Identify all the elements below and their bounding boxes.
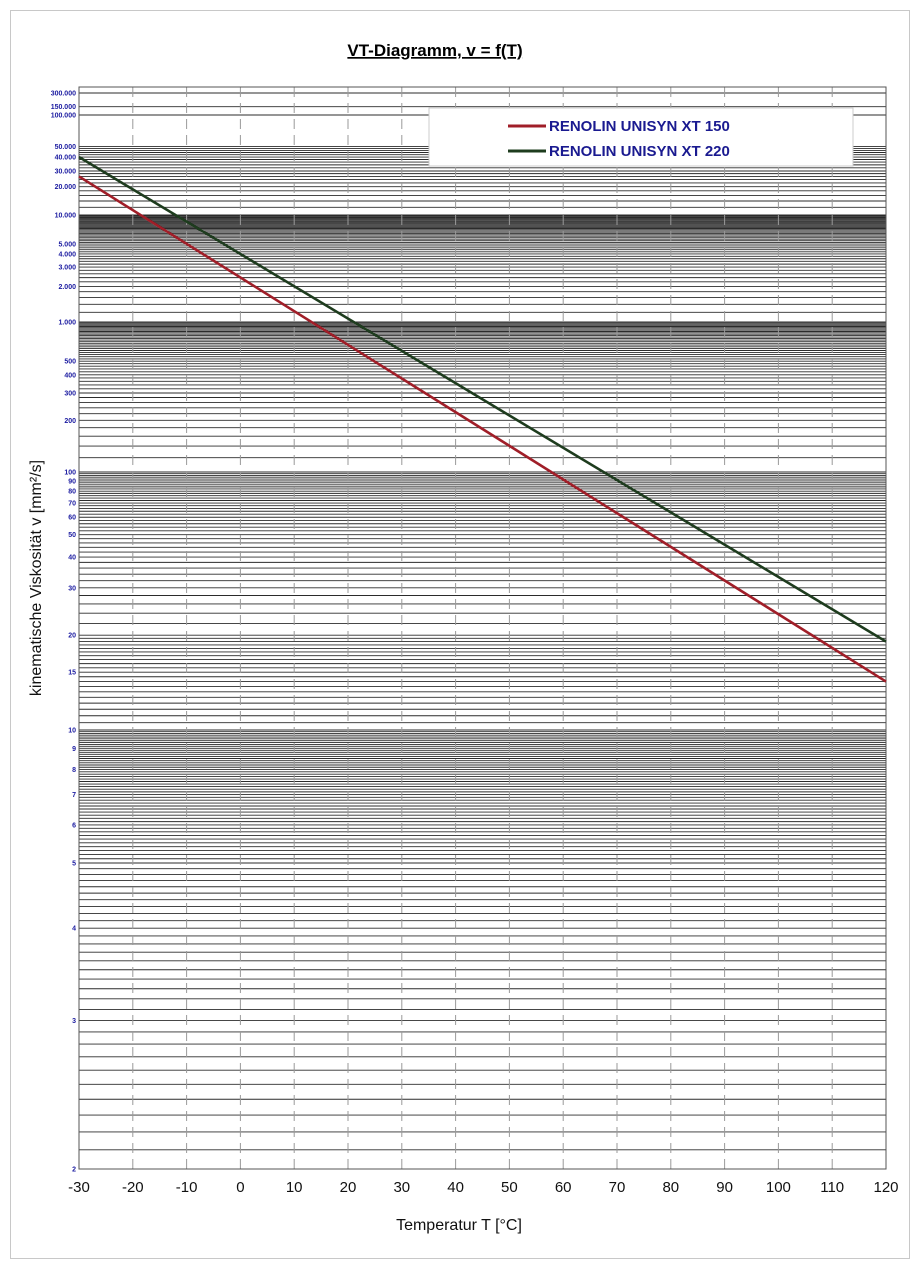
x-tick-label: 70 <box>609 1179 626 1196</box>
y-tick-label: 400 <box>64 372 76 379</box>
y-tick-label: 100 <box>64 470 76 477</box>
y-tick-label: 150.000 <box>51 104 76 111</box>
y-tick-label: 3.000 <box>58 265 76 272</box>
plot-area-border <box>78 86 887 1170</box>
y-tick-label: 15 <box>68 670 76 677</box>
y-tick-label: 50.000 <box>55 144 77 151</box>
y-tick-label: 300 <box>64 391 76 398</box>
legend-label-xt150: RENOLIN UNISYN XT 150 <box>549 118 730 135</box>
y-tick-label: 8 <box>72 767 76 774</box>
x-tick-label: 10 <box>286 1179 303 1196</box>
x-tick-label: 20 <box>340 1179 357 1196</box>
y-axis-label: kinematische Viskosität v [mm²/s] <box>28 460 45 696</box>
y-tick-label: 200 <box>64 418 76 425</box>
x-tick-label: -10 <box>176 1179 198 1196</box>
y-tick-label: 20 <box>68 633 76 640</box>
y-tick-labels: 300.000 150.000 100.000 50.000 40.000 30.000 2… <box>51 91 76 1174</box>
legend: RENOLIN UNISYN XT 150 RENOLIN UNISYN XT … <box>428 107 854 167</box>
vt-diagram-chart: VT-Diagramm, v = f(T) 300.000 150.000 100.… <box>11 11 909 1258</box>
x-tick-label: 60 <box>555 1179 572 1196</box>
y-tick-label: 40.000 <box>55 155 77 162</box>
y-tick-label: 10 <box>68 728 76 735</box>
legend-box <box>428 107 854 167</box>
series-line-xt220 <box>78 155 887 643</box>
y-tick-label: 60 <box>68 515 76 522</box>
y-tick-label: 70 <box>68 501 76 508</box>
y-tick-label: 10.000 <box>55 213 77 220</box>
x-axis-label: Temperatur T [°C] <box>396 1217 522 1234</box>
x-tick-label: 110 <box>820 1179 844 1196</box>
y-tick-label: 100.000 <box>51 113 76 120</box>
y-tick-label: 7 <box>72 792 76 799</box>
data-series <box>78 155 887 683</box>
y-tick-label: 40 <box>68 555 76 562</box>
x-tick-label: 30 <box>393 1179 410 1196</box>
x-tick-label: 80 <box>662 1179 679 1196</box>
y-tick-label: 2 <box>72 1167 76 1174</box>
y-tick-label: 50 <box>68 532 76 539</box>
y-tick-label: 30.000 <box>55 169 77 176</box>
x-tick-label: -30 <box>68 1179 90 1196</box>
y-tick-label: 6 <box>72 822 76 829</box>
chart-title: VT-Diagramm, v = f(T) <box>347 41 522 60</box>
x-tick-label: 100 <box>766 1179 791 1196</box>
y-tick-label: 2.000 <box>58 284 76 291</box>
y-tick-label: 300.000 <box>51 91 76 98</box>
y-tick-label: 20.000 <box>55 184 77 191</box>
y-tick-label: 500 <box>64 359 76 366</box>
y-tick-label: 4 <box>72 926 76 933</box>
y-tick-label: 5.000 <box>58 242 76 249</box>
legend-label-xt220: RENOLIN UNISYN XT 220 <box>549 143 730 160</box>
y-tick-label: 4.000 <box>58 251 76 258</box>
y-tick-label: 80 <box>68 489 76 496</box>
x-tick-label: 0 <box>236 1179 244 1196</box>
x-tick-label: 120 <box>873 1179 898 1196</box>
y-tick-label: 5 <box>72 861 76 868</box>
y-tick-label: 90 <box>68 478 76 485</box>
x-tick-label: 50 <box>501 1179 518 1196</box>
x-tick-labels: -30 -20 -10 0 10 20 30 40 50 60 70 80 90 100 110 120 <box>68 1179 898 1196</box>
chart-frame: VT-Diagramm, v = f(T) 300.000 150.000 100.… <box>10 10 910 1259</box>
y-tick-label: 30 <box>68 585 76 592</box>
x-tick-label: 40 <box>447 1179 464 1196</box>
x-tick-label: 90 <box>716 1179 733 1196</box>
series-line-xt150 <box>78 175 887 683</box>
y-tick-label: 9 <box>72 746 76 753</box>
x-tick-label: -20 <box>122 1179 144 1196</box>
y-tick-label: 1.000 <box>58 320 76 327</box>
y-tick-label: 3 <box>72 1018 76 1025</box>
